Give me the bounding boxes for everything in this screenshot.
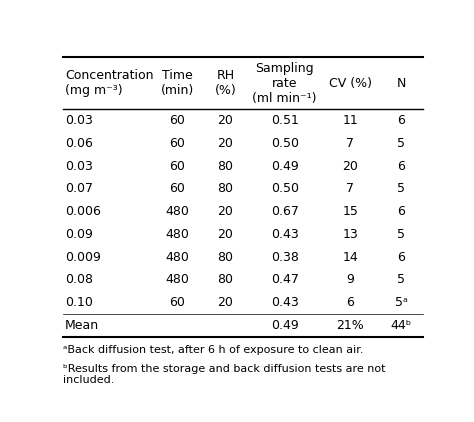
Text: 11: 11 bbox=[343, 114, 358, 127]
Text: 480: 480 bbox=[165, 251, 189, 264]
Text: 0.49: 0.49 bbox=[271, 319, 299, 332]
Text: 480: 480 bbox=[165, 205, 189, 218]
Text: 6: 6 bbox=[397, 251, 405, 264]
Text: 60: 60 bbox=[169, 137, 185, 150]
Text: 0.67: 0.67 bbox=[271, 205, 299, 218]
Text: 60: 60 bbox=[169, 114, 185, 127]
Text: ᵇResults from the storage and back diffusion tests are not
included.: ᵇResults from the storage and back diffu… bbox=[63, 364, 385, 385]
Text: 5: 5 bbox=[397, 137, 405, 150]
Text: 0.38: 0.38 bbox=[271, 251, 299, 264]
Text: 0.47: 0.47 bbox=[271, 273, 299, 286]
Text: Sampling
rate
(ml min⁻¹): Sampling rate (ml min⁻¹) bbox=[252, 62, 317, 105]
Text: CV (%): CV (%) bbox=[329, 77, 372, 90]
Text: 15: 15 bbox=[343, 205, 358, 218]
Text: 14: 14 bbox=[343, 251, 358, 264]
Text: RH
(%): RH (%) bbox=[215, 69, 236, 97]
Text: 20: 20 bbox=[218, 205, 233, 218]
Text: 80: 80 bbox=[218, 160, 233, 173]
Text: 0.50: 0.50 bbox=[271, 182, 299, 195]
Text: 0.50: 0.50 bbox=[271, 137, 299, 150]
Text: 80: 80 bbox=[218, 273, 233, 286]
Text: 6: 6 bbox=[397, 160, 405, 173]
Text: 0.06: 0.06 bbox=[65, 137, 92, 150]
Text: 0.10: 0.10 bbox=[65, 296, 92, 309]
Text: 480: 480 bbox=[165, 228, 189, 241]
Text: 5: 5 bbox=[397, 182, 405, 195]
Text: 60: 60 bbox=[169, 182, 185, 195]
Text: 80: 80 bbox=[218, 251, 233, 264]
Text: Mean: Mean bbox=[65, 319, 99, 332]
Text: 6: 6 bbox=[346, 296, 355, 309]
Text: 6: 6 bbox=[397, 205, 405, 218]
Text: Time
(min): Time (min) bbox=[160, 69, 194, 97]
Text: N: N bbox=[396, 77, 406, 90]
Text: 5ᵃ: 5ᵃ bbox=[394, 296, 408, 309]
Text: ᵃBack diffusion test, after 6 h of exposure to clean air.: ᵃBack diffusion test, after 6 h of expos… bbox=[63, 345, 364, 355]
Text: 0.49: 0.49 bbox=[271, 160, 299, 173]
Text: 9: 9 bbox=[346, 273, 355, 286]
Text: 0.43: 0.43 bbox=[271, 296, 299, 309]
Text: 5: 5 bbox=[397, 273, 405, 286]
Text: 60: 60 bbox=[169, 160, 185, 173]
Text: 6: 6 bbox=[397, 114, 405, 127]
Text: 21%: 21% bbox=[337, 319, 365, 332]
Text: 0.03: 0.03 bbox=[65, 114, 92, 127]
Text: 20: 20 bbox=[218, 296, 233, 309]
Text: 0.006: 0.006 bbox=[65, 205, 100, 218]
Text: 480: 480 bbox=[165, 273, 189, 286]
Text: 0.03: 0.03 bbox=[65, 160, 92, 173]
Text: 0.51: 0.51 bbox=[271, 114, 299, 127]
Text: 20: 20 bbox=[218, 114, 233, 127]
Text: 0.09: 0.09 bbox=[65, 228, 92, 241]
Text: 0.07: 0.07 bbox=[65, 182, 93, 195]
Text: 20: 20 bbox=[218, 228, 233, 241]
Text: 7: 7 bbox=[346, 137, 355, 150]
Text: 80: 80 bbox=[218, 182, 233, 195]
Text: 0.08: 0.08 bbox=[65, 273, 93, 286]
Text: 20: 20 bbox=[218, 137, 233, 150]
Text: 44ᵇ: 44ᵇ bbox=[391, 319, 411, 332]
Text: 0.43: 0.43 bbox=[271, 228, 299, 241]
Text: 7: 7 bbox=[346, 182, 355, 195]
Text: 60: 60 bbox=[169, 296, 185, 309]
Text: 0.009: 0.009 bbox=[65, 251, 100, 264]
Text: 13: 13 bbox=[343, 228, 358, 241]
Text: Concentration
(mg m⁻³): Concentration (mg m⁻³) bbox=[65, 69, 153, 97]
Text: 5: 5 bbox=[397, 228, 405, 241]
Text: 20: 20 bbox=[343, 160, 358, 173]
